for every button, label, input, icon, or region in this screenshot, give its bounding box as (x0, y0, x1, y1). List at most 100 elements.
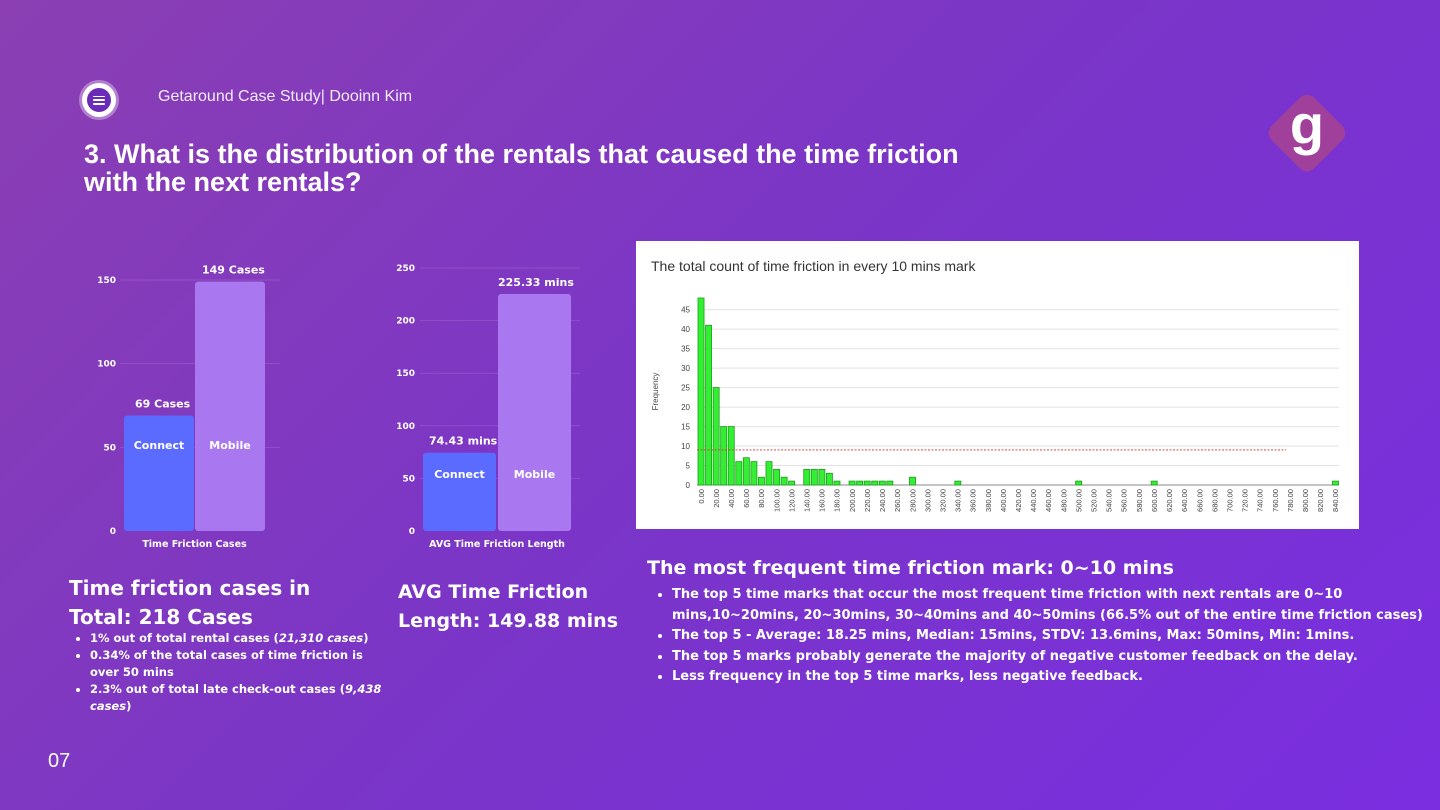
y-tick-label: 25 (681, 384, 690, 393)
histogram-bar (818, 469, 826, 486)
bar-category-label: Mobile (514, 468, 555, 481)
histogram-title: The total count of time friction in ever… (651, 258, 976, 274)
total-cases-list: 1% out of total rental cases (21,310 cas… (72, 630, 390, 715)
histogram-bar (1150, 480, 1158, 486)
y-tick-label: 100 (396, 422, 415, 432)
list-item: The top 5 - Average: 18.25 mins, Median:… (672, 626, 1432, 647)
list-item: 0.34% of the total cases of time frictio… (90, 647, 390, 681)
x-tick-label: 840.00 (1331, 489, 1340, 512)
bar-mobile (195, 281, 265, 531)
histogram-bar (848, 480, 856, 486)
histogram-bar (810, 469, 818, 486)
x-tick-label: 380.00 (984, 489, 993, 512)
y-tick-label: 200 (396, 317, 415, 327)
y-tick-label: 0 (110, 527, 116, 537)
x-tick-label: 700.00 (1225, 489, 1234, 512)
histogram-bar (954, 480, 962, 486)
x-tick-label: 660.00 (1195, 489, 1204, 512)
bar-category-label: Mobile (209, 439, 250, 452)
list-item: Less frequency in the top 5 time marks, … (672, 667, 1432, 688)
menu-icon (87, 88, 111, 112)
x-tick-label: 560.00 (1120, 489, 1129, 512)
list-item: 1% out of total rental cases (21,310 cas… (90, 630, 390, 647)
x-tick-label: 500.00 (1074, 489, 1083, 512)
cases-bar-chart: 0 50 100 150 Connect 69 Cases Mobile 149 Cases T… (97, 264, 280, 550)
x-tick-label: 240.00 (878, 489, 887, 512)
histogram-bar (856, 480, 864, 486)
histogram-bar (803, 469, 811, 486)
bar-connect (423, 452, 496, 531)
x-tick-label: 780.00 (1286, 489, 1295, 512)
x-tick-label: 0.00 (697, 489, 706, 504)
y-tick-label: 150 (97, 276, 116, 286)
histogram-bar (712, 387, 720, 486)
list-item: The top 5 marks probably generate the ma… (672, 647, 1432, 668)
x-tick-label: 120.00 (787, 489, 796, 512)
x-tick-label: 300.00 (923, 489, 932, 512)
histogram-bar (871, 480, 879, 486)
bar-value-label: 225.33 mins (498, 276, 574, 289)
histogram-bar (825, 472, 833, 486)
bar-connect (124, 415, 194, 531)
bar-mobile (498, 293, 571, 531)
total-cases-heading: Time friction cases in Total: 218 Cases (69, 576, 311, 629)
y-tick-label: 40 (681, 325, 690, 334)
x-tick-label: 200.00 (848, 489, 857, 512)
histogram-bar (788, 480, 796, 486)
x-tick-label: 580.00 (1135, 489, 1144, 512)
header-text: Getaround Case Study| Dooinn Kim (158, 88, 413, 105)
histogram-bar (758, 476, 765, 486)
page-title: 3. What is the distribution of the renta… (84, 139, 959, 197)
bar-value-label: 74.43 mins (429, 435, 498, 448)
x-tick-label: 680.00 (1210, 489, 1219, 512)
x-tick-label: 160.00 (818, 489, 827, 512)
x-tick-label: 620.00 (1165, 489, 1174, 512)
x-tick-label: 520.00 (1090, 489, 1099, 512)
frequent-mark-list: The top 5 time marks that occur the most… (654, 585, 1432, 688)
getaround-logo: g (1268, 93, 1346, 172)
x-tick-label: 800.00 (1301, 489, 1310, 512)
y-tick-label: 30 (681, 364, 690, 373)
x-tick-label: 180.00 (833, 489, 842, 512)
x-tick-label: 460.00 (1044, 489, 1053, 512)
bar-category-label: Connect (134, 439, 185, 452)
x-tick-label: 420.00 (1014, 489, 1023, 512)
y-tick-label: 10 (681, 442, 690, 451)
x-tick-label: 340.00 (954, 489, 963, 512)
histogram-bar (720, 426, 728, 486)
bar-category-label: Connect (434, 468, 485, 481)
histogram-bar (833, 480, 841, 486)
x-tick-label: 640.00 (1180, 489, 1189, 512)
histogram-bar (909, 476, 916, 486)
y-tick-label: 150 (396, 369, 415, 379)
y-tick-label: 15 (681, 423, 690, 432)
x-tick-label: 480.00 (1059, 489, 1068, 512)
histogram-bar (773, 469, 780, 486)
y-tick-label: 35 (681, 345, 690, 354)
y-tick-label: 0 (686, 481, 691, 490)
x-tick-label: 540.00 (1105, 489, 1114, 512)
page-number: 07 (48, 750, 71, 772)
histogram-bar (765, 461, 773, 486)
histogram-bar (863, 480, 871, 486)
x-tick-label: 820.00 (1316, 489, 1325, 512)
x-tick-label: 20.00 (712, 489, 721, 508)
x-axis-label: AVG Time Friction Length (429, 539, 565, 550)
y-tick-label: 100 (97, 360, 116, 370)
histogram-bar (1332, 480, 1339, 486)
x-tick-label: 140.00 (803, 489, 812, 512)
histogram-bar (878, 480, 886, 486)
x-tick-label: 440.00 (1029, 489, 1038, 512)
histogram-bar (780, 476, 788, 486)
histogram-bar (742, 457, 750, 486)
friction-histogram: 0 5 10 15 20 25 30 35 40 45 Frequency 0.00 20.00 40.0… (651, 297, 1340, 512)
histogram-bar (735, 461, 743, 486)
y-tick-label: 5 (686, 462, 691, 471)
y-axis-label: Frequency (651, 373, 660, 411)
menu-button[interactable] (82, 83, 116, 117)
x-tick-label: 600.00 (1150, 489, 1159, 512)
histogram-bar (750, 461, 758, 486)
frequent-mark-heading: The most frequent time friction mark: 0~… (647, 557, 1174, 579)
histogram-bar (1075, 480, 1083, 486)
x-tick-label: 400.00 (999, 489, 1008, 512)
